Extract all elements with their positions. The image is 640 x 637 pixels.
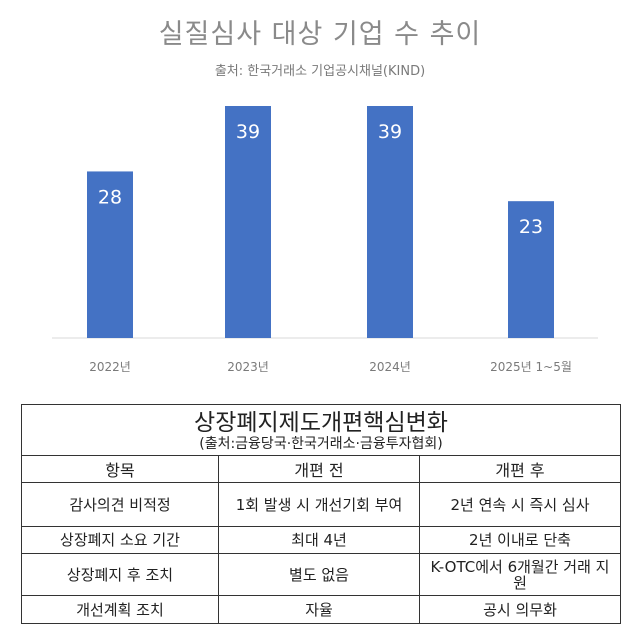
bar-0 [87, 171, 133, 338]
table-source: (출처:금융당국·한국거래소·금융투자협회) [199, 435, 443, 452]
table-row: 상장폐지 소요 기간 최대 4년 2년 이내로 단축 [21, 526, 621, 554]
bar-value-label: 23 [519, 216, 543, 238]
chart-area: 실질심사 대상 기업 수 추이 출처: 한국거래소 기업공시채널(KIND) 2… [52, 19, 598, 374]
header-cell-before: 개편 전 [218, 455, 420, 483]
table-cell: 자율 [218, 595, 420, 624]
reform-table-container: 상장폐지제도개편핵심변화 (출처:금융당국·한국거래소·금융투자협회) 항목 개… [21, 404, 621, 624]
bar-2 [367, 106, 413, 338]
table-cell: 상장폐지 후 조치 [21, 553, 219, 596]
bar-1 [225, 106, 271, 338]
bar-chart: 28 2022년 39 2023년 39 2024년 23 2025년 1~5월 [52, 106, 598, 374]
x-tick-label: 2022년 [89, 360, 131, 374]
bar-3 [508, 201, 554, 338]
bar-value-label: 39 [378, 121, 402, 143]
bar-value-label: 39 [236, 121, 260, 143]
table-row: 감사의견 비적정 1회 발생 시 개선기회 부여 2년 연속 시 즉시 심사 [21, 482, 621, 527]
table-cell: 2년 연속 시 즉시 심사 [419, 482, 621, 527]
table-row: 개선계획 조치 자율 공시 의무화 [21, 595, 621, 624]
table-title-cell: 상장폐지제도개편핵심변화 (출처:금융당국·한국거래소·금융투자협회) [21, 404, 621, 456]
table-cell: 공시 의무화 [419, 595, 621, 624]
x-tick-label: 2025년 1~5월 [490, 360, 572, 374]
table-cell: 별도 없음 [218, 553, 420, 596]
reform-table: 상장폐지제도개편핵심변화 (출처:금융당국·한국거래소·금융투자협회) 항목 개… [21, 404, 621, 624]
header-cell-after: 개편 후 [419, 455, 621, 483]
table-cell: 개선계획 조치 [21, 595, 219, 624]
table-row: 상장폐지 후 조치 별도 없음 K-OTC에서 6개월간 거래 지원 [21, 553, 621, 596]
bar-value-label: 28 [98, 186, 122, 208]
header-cell-item: 항목 [21, 455, 219, 483]
table-cell: 감사의견 비적정 [21, 482, 219, 527]
table-cell: 상장폐지 소요 기간 [21, 526, 219, 554]
table-header-row: 항목 개편 전 개편 후 [21, 455, 621, 483]
table-cell: 2년 이내로 단축 [419, 526, 621, 554]
x-tick-label: 2023년 [227, 360, 269, 374]
table-title: 상장폐지제도개편핵심변화 [194, 409, 448, 436]
table-cell: 최대 4년 [218, 526, 420, 554]
chart-subtitle: 출처: 한국거래소 기업공시채널(KIND) [214, 64, 426, 79]
chart-title: 실질심사 대상 기업 수 추이 [158, 19, 482, 50]
x-tick-label: 2024년 [369, 360, 411, 374]
table-cell: K-OTC에서 6개월간 거래 지원 [419, 553, 621, 596]
table-cell: 1회 발생 시 개선기회 부여 [218, 482, 420, 527]
